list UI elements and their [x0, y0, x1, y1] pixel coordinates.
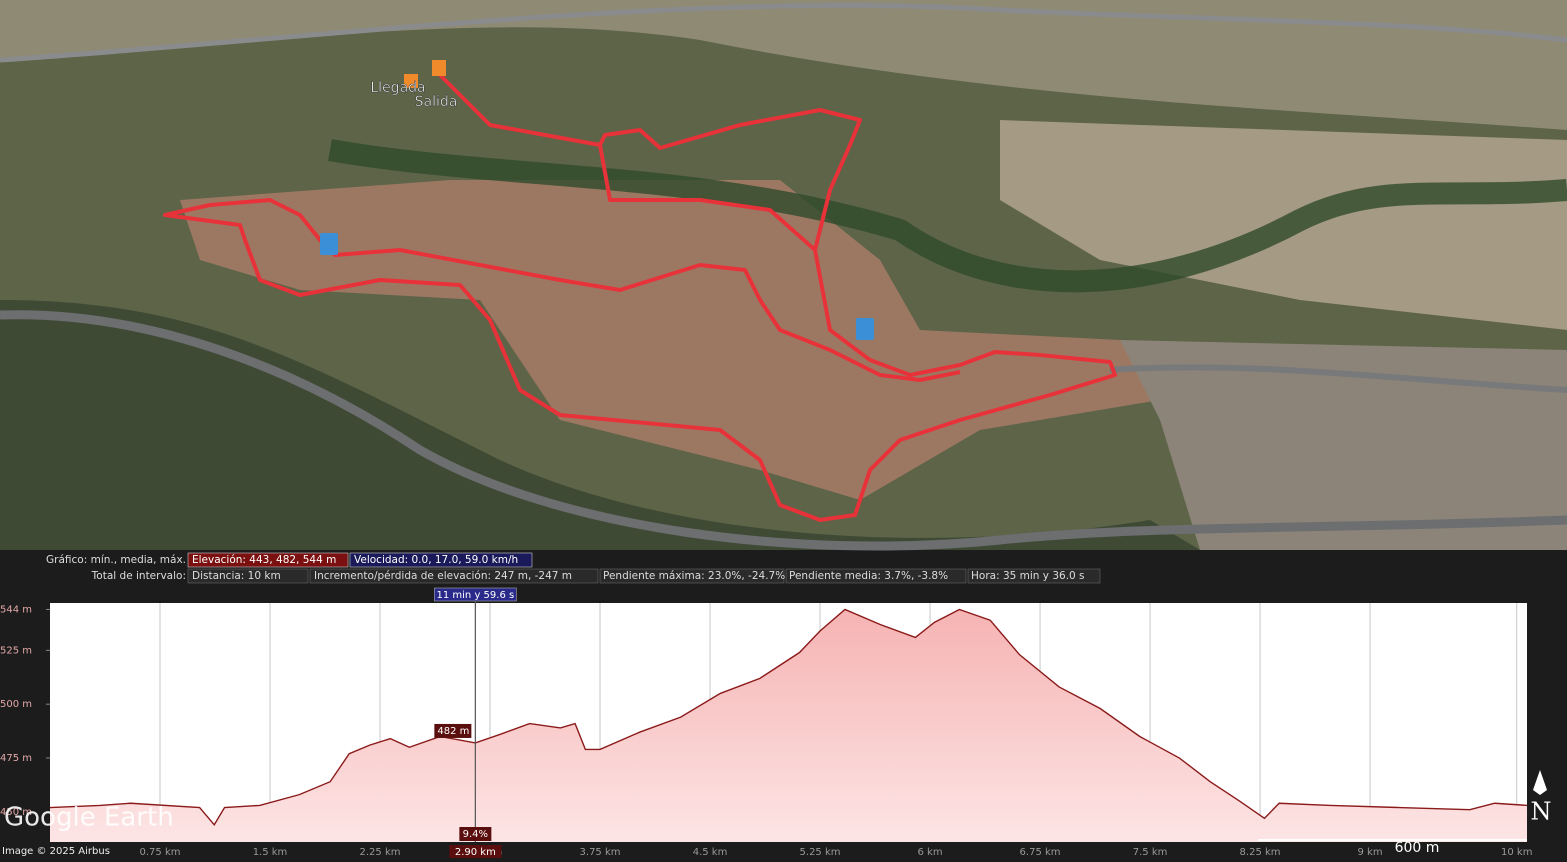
x-tick-label: 8.25 km — [1240, 847, 1281, 858]
scale-label: 600 m — [1395, 840, 1440, 856]
overlay: Google Earth Image © 2025 Airbus 600 m N — [2, 770, 1552, 857]
y-tick-label: 525 m — [0, 645, 32, 656]
x-tick-label: 1.5 km — [253, 847, 288, 858]
copyright: Image © 2025 Airbus — [2, 846, 110, 857]
x-tick-label: 7.5 km — [1133, 847, 1168, 858]
x-tick-label: 4.5 km — [693, 847, 728, 858]
logo: Google Earth — [4, 803, 174, 833]
x-tick-label: 6 km — [918, 847, 943, 858]
x-tick-label: 5.25 km — [800, 847, 841, 858]
cursor-elevation: 482 m — [437, 726, 469, 737]
cursor-elevation-box — [434, 723, 472, 738]
satellite-map[interactable]: Llegada Salida — [0, 0, 1567, 551]
stat: Hora: 35 min y 36.0 s — [971, 570, 1085, 582]
cursor-x-box — [449, 845, 502, 858]
y-tick-label: 450 m — [0, 807, 32, 818]
cursor-time: 11 min y 59.6 s — [437, 590, 515, 601]
x-tick-label: 2.25 km — [360, 847, 401, 858]
cursor-grade: 9.4% — [463, 829, 488, 840]
start-label: Salida — [415, 94, 458, 110]
cursor-time-box — [434, 587, 517, 602]
stat: Pendiente máxima: 23.0%, -24.7% — [603, 570, 785, 582]
y-tick-label: 500 m — [0, 699, 32, 710]
elevation-line — [49, 608, 1528, 826]
x-tick-label: 6.75 km — [1020, 847, 1061, 858]
cursor-grade-box — [459, 827, 492, 841]
x-tick-label: 9 km — [1358, 847, 1383, 858]
y-tick-label: 544 m — [0, 604, 32, 615]
cursor-x: 2.90 km — [455, 847, 496, 858]
north-label: N — [1531, 798, 1552, 826]
finish-label: Llegada — [370, 80, 425, 96]
stats-label: Total de intervalo: — [91, 570, 186, 582]
stats-label: Gráfico: mín., media, máx. — [46, 554, 186, 566]
elevation-chart[interactable]: 0.75 km1.5 km2.25 km3 km3.75 km4.5 km5.2… — [0, 587, 1532, 858]
stat: Elevación: 443, 482, 544 m — [192, 554, 336, 566]
elevation-area — [50, 609, 1527, 842]
x-tick-label: 0.75 km — [140, 847, 181, 858]
stat: Distancia: 10 km — [192, 570, 281, 582]
y-tick-label: 475 m — [0, 753, 32, 764]
stat: Velocidad: 0.0, 17.0, 59.0 km/h — [354, 554, 518, 566]
stat: Incremento/pérdida de elevación: 247 m, … — [314, 570, 572, 582]
x-tick-label: 10 km — [1501, 847, 1532, 858]
x-tick-label: 3.75 km — [580, 847, 621, 858]
stat: Pendiente media: 3.7%, -3.8% — [789, 570, 948, 582]
stats-panel: Gráfico: mín., media, máx. Elevación: 44… — [46, 552, 1101, 584]
